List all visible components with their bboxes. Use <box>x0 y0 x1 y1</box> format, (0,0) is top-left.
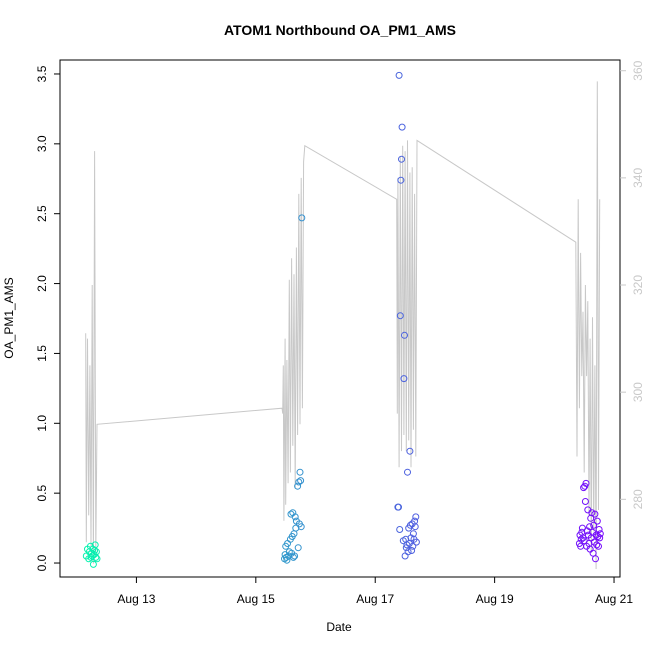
data-point <box>596 534 604 542</box>
data-point <box>298 214 306 222</box>
data-point <box>398 123 406 131</box>
data-point <box>591 510 599 518</box>
data-point <box>596 530 604 538</box>
data-point <box>294 544 302 552</box>
data-point <box>412 513 420 521</box>
y-tick-label: 0.5 <box>35 484 49 501</box>
y-tick-label: 2.5 <box>35 205 49 222</box>
x-tick-label: Aug 19 <box>476 592 514 606</box>
y-right-tick-label: 340 <box>631 168 645 188</box>
data-point <box>406 521 414 529</box>
secondary-line-layer <box>85 81 601 570</box>
data-point <box>406 447 414 455</box>
y-right-tick-label: 300 <box>631 382 645 402</box>
data-point <box>297 523 305 531</box>
data-point <box>592 555 599 563</box>
data-point <box>409 542 417 550</box>
data-point <box>593 517 601 525</box>
data-point <box>93 555 101 563</box>
data-point <box>412 538 420 546</box>
data-point <box>590 521 598 529</box>
data-point <box>581 498 589 505</box>
y-axis-label: OA_PM1_AMS <box>2 277 16 358</box>
data-point <box>404 548 412 556</box>
data-point <box>595 526 603 533</box>
x-tick-label: Aug 15 <box>237 592 275 606</box>
data-point <box>92 548 100 556</box>
data-point <box>295 478 303 486</box>
y-tick-label: 3.5 <box>35 65 49 82</box>
x-tick-label: Aug 17 <box>356 592 394 606</box>
y-tick-label: 0.0 <box>35 554 49 571</box>
data-point <box>401 331 408 339</box>
data-point <box>297 477 305 485</box>
data-point <box>396 312 404 320</box>
y-right-tick-label: 360 <box>631 60 645 80</box>
y-right-tick-label: 280 <box>631 489 645 509</box>
y-right-tick-label: 320 <box>631 275 645 295</box>
y-tick-label: 1.5 <box>35 345 49 362</box>
data-point <box>395 503 402 511</box>
data-point <box>595 542 602 550</box>
data-point <box>89 560 97 568</box>
points-layer <box>82 71 604 568</box>
data-point <box>582 479 590 487</box>
axes-layer: Aug 13 Aug 15 Aug 17 Aug 19 Aug 21 0.0 0.5 1.0 1… <box>35 60 645 606</box>
x-tick-label: Aug 13 <box>117 592 155 606</box>
chart-title: ATOM1 Northbound OA_PM1_AMS <box>224 22 456 38</box>
y-tick-label: 1.0 <box>35 415 49 432</box>
data-point <box>291 552 299 560</box>
plot-frame <box>59 59 621 578</box>
data-point <box>289 553 297 561</box>
data-point <box>404 468 411 476</box>
y-tick-label: 2.0 <box>35 275 49 292</box>
data-point <box>400 375 408 383</box>
data-point <box>91 541 99 549</box>
data-point <box>294 482 302 490</box>
data-point <box>411 523 419 531</box>
x-tick-label: Aug 21 <box>595 592 633 606</box>
data-point <box>296 468 304 476</box>
data-point <box>291 513 299 521</box>
data-point <box>283 556 291 564</box>
data-point <box>589 549 597 557</box>
data-point <box>593 541 601 549</box>
data-point <box>398 155 405 163</box>
data-point <box>408 547 416 554</box>
data-point <box>396 526 404 533</box>
data-point <box>586 523 594 531</box>
x-axis-label: Date <box>326 620 352 634</box>
y-tick-label: 3.0 <box>35 135 49 152</box>
data-point <box>397 176 405 184</box>
secondary-series-line <box>85 81 601 570</box>
data-point <box>395 71 403 79</box>
